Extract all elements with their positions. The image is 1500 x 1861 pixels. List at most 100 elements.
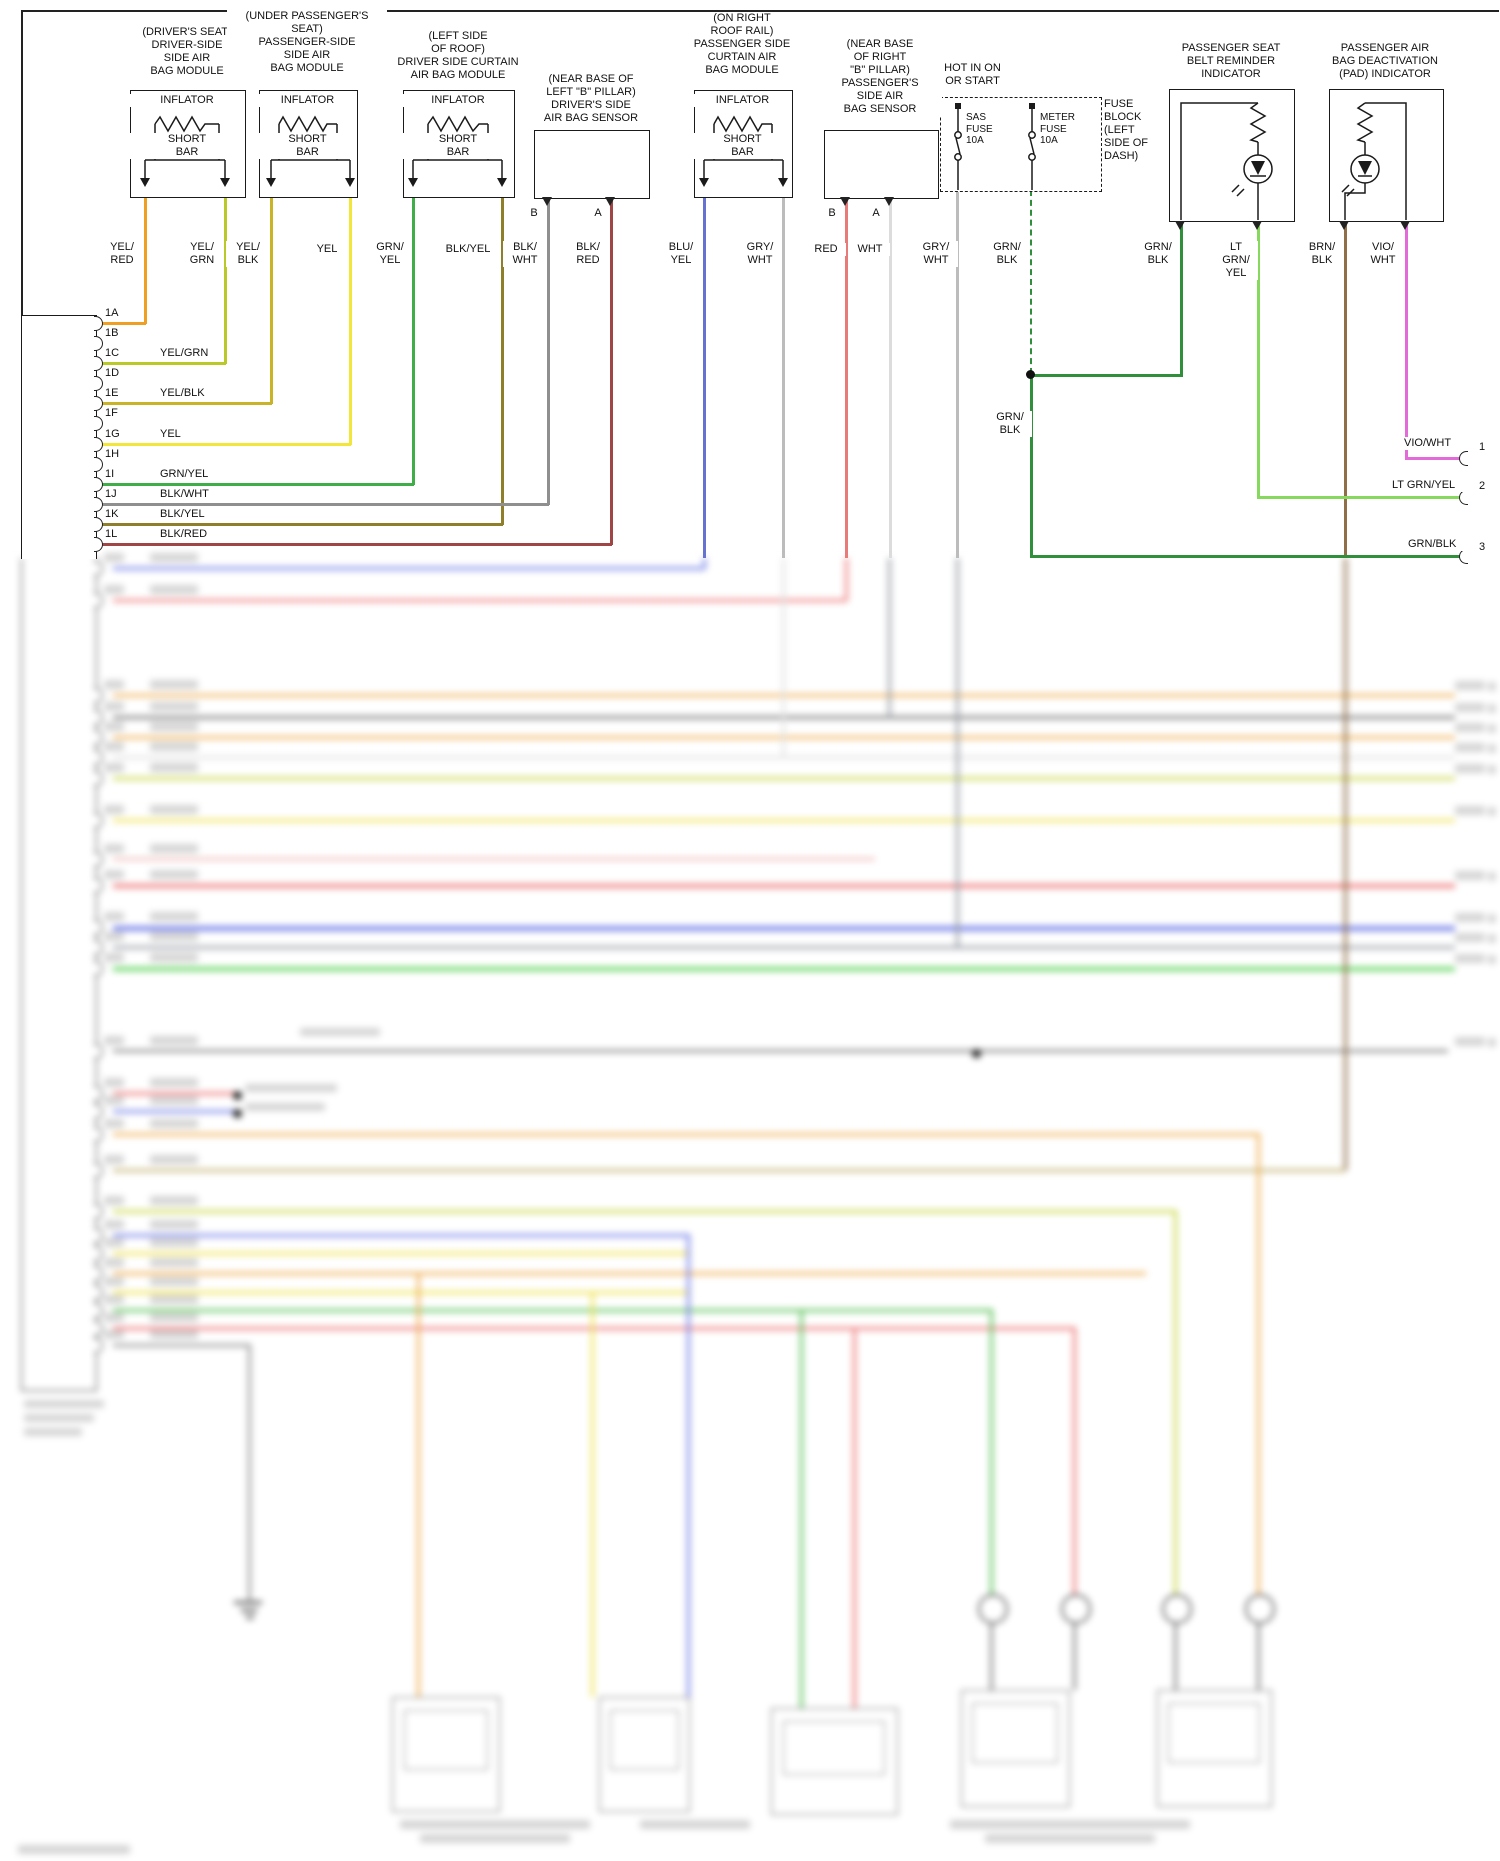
blurred-detail <box>771 1708 898 1815</box>
wire-vio-wht-h <box>1405 457 1467 460</box>
blurred-detail <box>104 1096 124 1105</box>
blurred-detail <box>104 1078 124 1087</box>
blurred-detail <box>113 599 846 602</box>
wire-grn-yel-h <box>95 483 414 486</box>
connector-pin-socket <box>1459 549 1468 564</box>
blurred-detail <box>113 1327 1075 1330</box>
terminal-letter-a: A <box>872 207 880 219</box>
blurred-detail <box>150 1238 198 1247</box>
blurred-detail <box>104 1258 124 1267</box>
pin-id: 1D <box>105 367 120 379</box>
blurred-detail <box>1162 1594 1192 1624</box>
blurred-detail <box>300 1028 380 1036</box>
blurred-detail <box>104 763 124 772</box>
blurred-detail <box>1455 723 1485 732</box>
wire-blk-yel-h <box>95 523 503 526</box>
blurred-detail <box>104 722 124 731</box>
wire-yel-grn-h <box>95 362 226 365</box>
blurred-detail <box>1073 1327 1076 1595</box>
pin-id: 1G <box>105 428 120 440</box>
blurred-detail <box>104 742 124 751</box>
blurred-detail <box>113 1169 1345 1172</box>
driver-side-airbag-sensor-box <box>534 130 650 199</box>
connector-pin-socket <box>94 416 103 431</box>
wire-grn-blk-dashed-v <box>1030 190 1032 374</box>
wire-label-grn-blk: GRN/ BLK <box>985 241 1029 267</box>
blurred-detail <box>113 946 1455 949</box>
blurred-detail <box>961 1690 1070 1807</box>
wire-label-wht: WHT <box>850 243 890 256</box>
blurred-detail <box>1488 744 1496 753</box>
blurred-detail <box>104 1119 124 1128</box>
blurred-detail <box>150 1036 198 1045</box>
inflator-label: INFLATOR <box>130 94 244 107</box>
wire-blk-wht-h <box>95 503 549 506</box>
wire-blk-red-h <box>95 543 612 546</box>
wire-lt-grn-yel-v <box>1257 220 1260 499</box>
wire-yel-grn-v <box>224 196 227 364</box>
wire-grn-blk-v <box>1030 374 1033 558</box>
blurred-detail <box>150 805 198 814</box>
pin-id: 1K <box>105 508 119 520</box>
blurred-detail <box>1073 1620 1076 1690</box>
blurred-detail <box>150 1313 198 1322</box>
blurred-detail <box>1488 704 1496 713</box>
terminal-arrow <box>605 197 615 206</box>
blurred-detail <box>104 912 124 921</box>
blurred-detail <box>150 722 198 731</box>
short-bar-label: SHORT BAR <box>403 133 513 159</box>
blurred-detail <box>150 702 198 711</box>
blurred-detail <box>113 884 1455 888</box>
blurred-detail <box>150 763 198 772</box>
pin-wire-label: BLK/YEL <box>160 508 205 520</box>
blurred-detail <box>150 912 198 921</box>
blurred-detail <box>1455 743 1485 752</box>
wire-label-gry-wht: GRY/ WHT <box>738 241 782 267</box>
blurred-detail <box>1488 765 1496 774</box>
wire-blk-red-v <box>610 197 613 545</box>
inflator-label: INFLATOR <box>259 94 356 107</box>
module-title-passenger-curtain: (ON RIGHT ROOF RAIL) PASSENGER SIDE CURT… <box>672 12 812 77</box>
blurred-detail <box>972 1049 981 1058</box>
blurred-detail <box>150 1258 198 1267</box>
wire-brn-blk-v <box>1344 220 1347 558</box>
blurred-detail <box>1157 1690 1272 1807</box>
blurred-detail <box>24 1414 94 1422</box>
blurred-detail <box>599 1697 690 1812</box>
blurred-detail <box>640 1820 750 1829</box>
blurred-detail <box>104 1155 124 1164</box>
connector-pin-socket <box>1459 451 1468 466</box>
blurred-diagram-region <box>0 553 1500 1861</box>
wire-grn-blk-indicator-v <box>1180 220 1183 377</box>
blurred-detail <box>1257 1620 1260 1690</box>
pin-id: 1H <box>105 448 120 460</box>
blurred-detail <box>150 1295 198 1304</box>
seat-belt-indicator-box <box>1169 89 1295 222</box>
blurred-detail <box>888 558 891 718</box>
blurred-detail <box>950 1820 1190 1829</box>
wire-yel-red-h <box>95 322 146 325</box>
blurred-detail <box>1455 681 1485 690</box>
blurred-detail <box>978 1594 1008 1624</box>
blurred-detail <box>687 1234 690 1697</box>
terminal-arrow <box>840 197 850 206</box>
blurred-detail <box>113 1291 689 1294</box>
connector-pin-socket <box>94 356 103 371</box>
blurred-detail <box>113 926 1455 931</box>
pin-wire-label: BLK/WHT <box>160 488 209 500</box>
blurred-detail <box>248 1344 251 1601</box>
blurred-detail <box>1488 914 1496 923</box>
blurred-detail <box>113 756 1455 759</box>
blurred-detail <box>783 1721 885 1775</box>
blurred-detail <box>113 1133 1259 1136</box>
wire-label-grn-yel: GRN/ YEL <box>368 241 412 267</box>
fuse-symbols <box>954 103 1036 190</box>
wire-yel-blk-h <box>95 402 272 405</box>
inflator-label: INFLATOR <box>403 94 513 107</box>
blurred-detail <box>1455 764 1485 773</box>
blurred-detail <box>241 1609 257 1612</box>
wire-yel-red-v <box>144 196 147 324</box>
blurred-detail <box>104 585 124 594</box>
blurred-detail <box>1174 1210 1177 1595</box>
blurred-detail <box>113 1344 250 1347</box>
